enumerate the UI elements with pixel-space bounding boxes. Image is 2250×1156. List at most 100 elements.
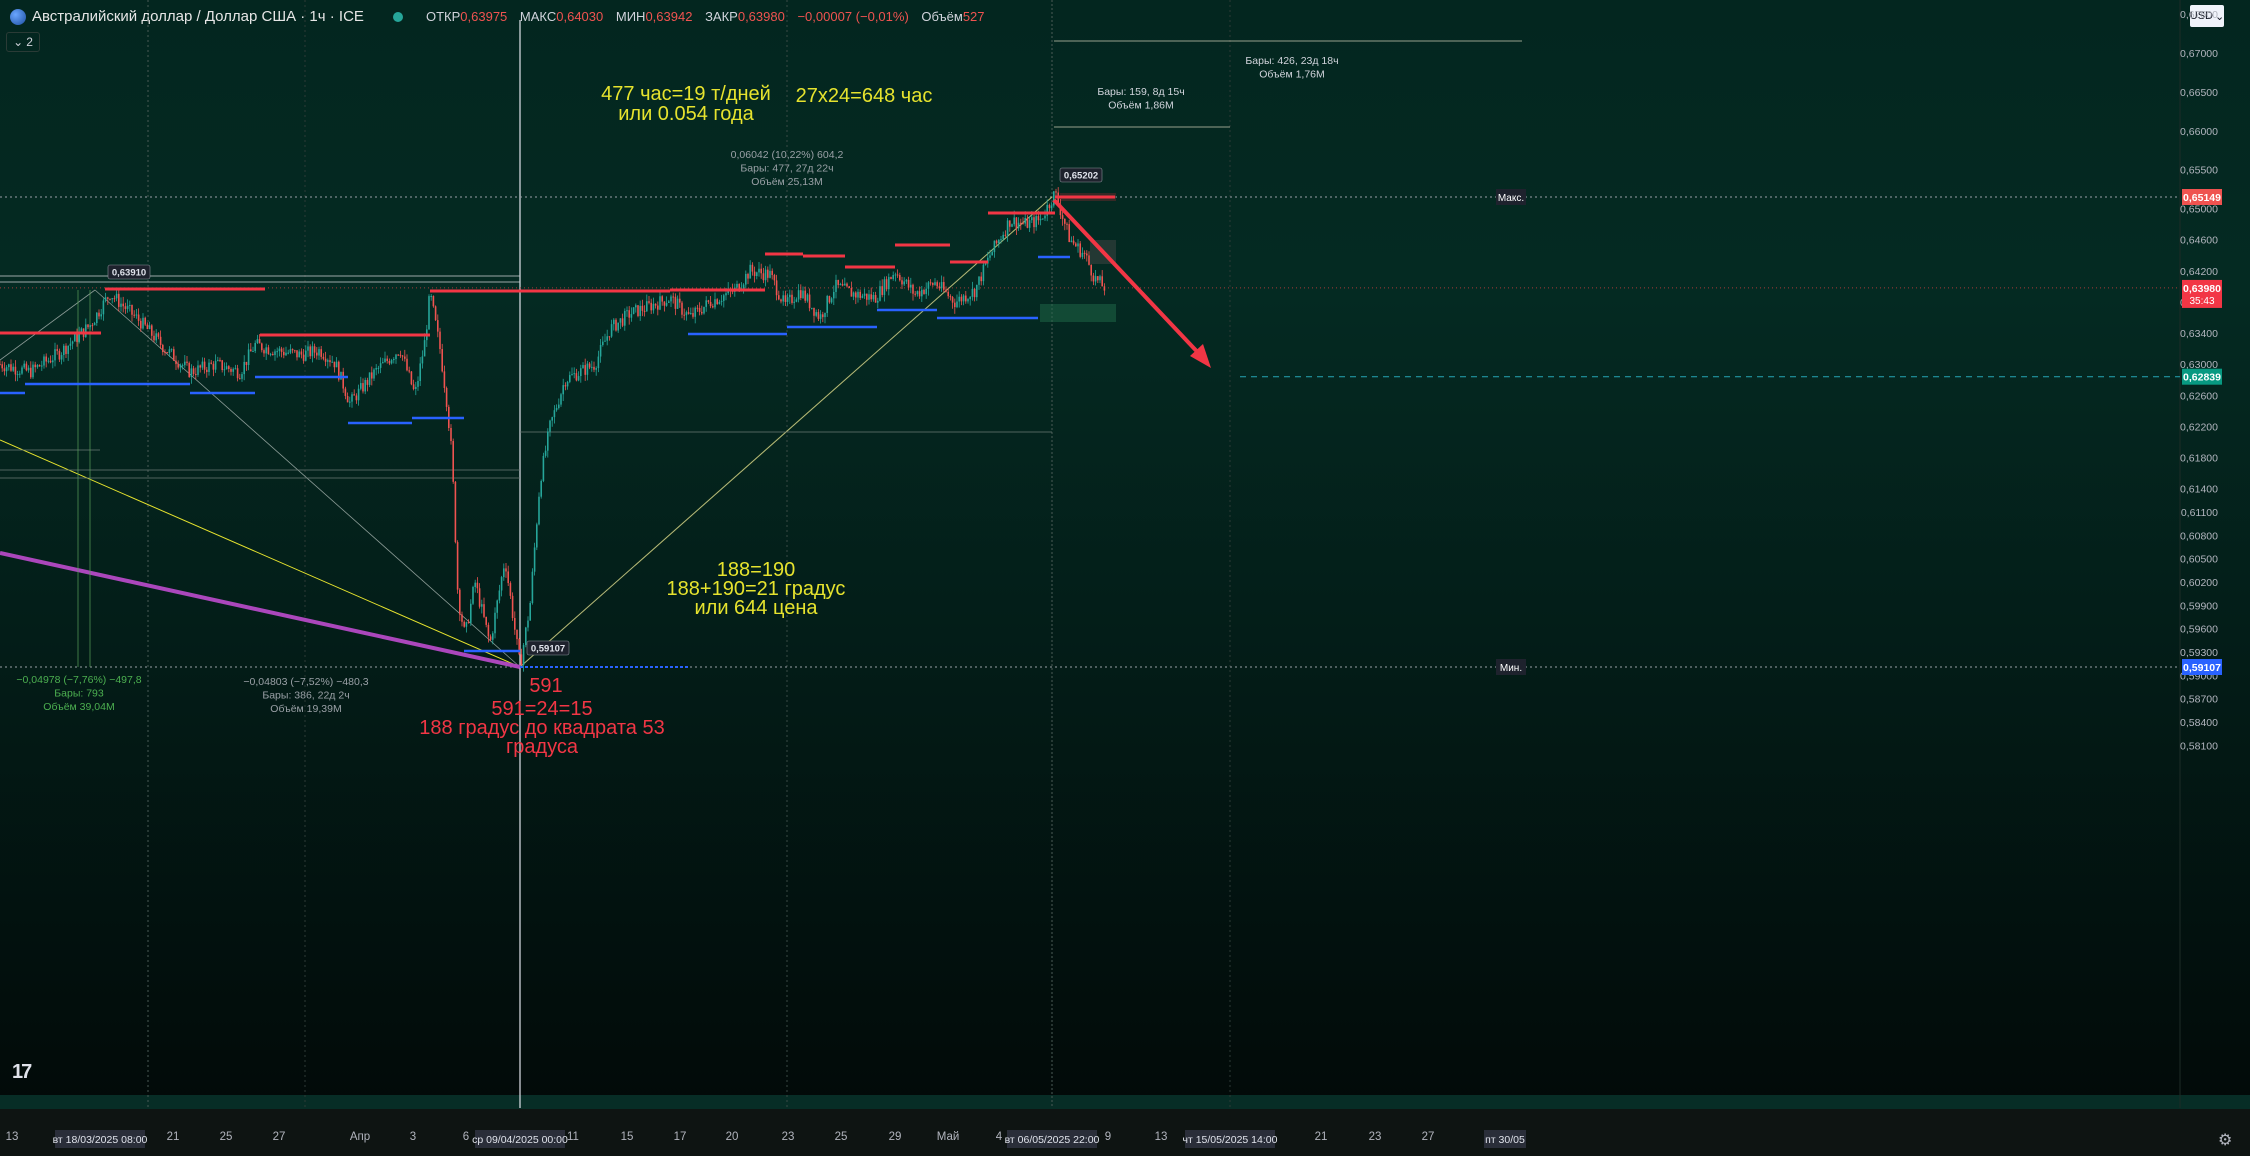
measure-label: Бары: 386, 22д 2ч <box>262 690 349 702</box>
symbol-title[interactable]: Австралийский доллар / Доллар США · 1ч ·… <box>32 8 364 25</box>
candle-body <box>107 297 109 299</box>
candle-body <box>181 365 184 367</box>
candle-body <box>1070 240 1073 242</box>
candle-body <box>410 371 413 385</box>
indicators-toggle-button[interactable]: ⌄ 2 <box>6 32 40 52</box>
candle-body <box>131 305 133 315</box>
time-tick-label: 11 <box>567 1131 579 1143</box>
market-status-icon[interactable] <box>393 12 403 22</box>
candle-body <box>861 295 864 298</box>
candle-body <box>1055 191 1057 193</box>
gear-icon[interactable]: ⚙ <box>2218 1132 2233 1149</box>
price-tick-label: 0,67500 <box>2180 9 2218 21</box>
min-price-label <box>2182 659 2222 675</box>
candle-body <box>837 279 839 285</box>
candle-body <box>863 293 866 296</box>
projection-arrow <box>1052 198 1207 362</box>
candle-body <box>52 360 54 363</box>
candle-body <box>951 297 954 303</box>
candle-body <box>140 320 142 329</box>
candle-body <box>1053 191 1055 206</box>
candle-body <box>30 367 32 378</box>
candle-body <box>804 290 806 301</box>
candle-body <box>738 283 740 291</box>
candle-body <box>437 320 439 332</box>
time-tick-label: 23 <box>782 1131 795 1143</box>
candle-body <box>934 282 936 285</box>
candle-body <box>696 307 699 309</box>
price-tick-label: 0,63400 <box>2180 328 2218 340</box>
candle-body <box>978 276 980 285</box>
candle-body <box>155 333 157 341</box>
price-tick-label: 0,59900 <box>2180 600 2218 612</box>
candle-body <box>1042 218 1044 220</box>
candle-body <box>652 303 655 311</box>
candle-body <box>287 352 289 354</box>
time-tick-label: 17 <box>674 1131 687 1143</box>
candle-body <box>355 395 358 401</box>
candle-body <box>408 370 410 372</box>
candle-body <box>12 366 14 371</box>
price-tick-label: 0,66500 <box>2180 87 2218 99</box>
candle-body <box>646 301 648 312</box>
candle-body <box>709 301 712 307</box>
candle-body <box>1031 217 1033 221</box>
candle-body <box>311 346 314 357</box>
candle-body <box>1013 217 1015 225</box>
candle-body <box>808 294 811 309</box>
candle-body <box>786 297 789 302</box>
chevron-down-icon: ⌄ <box>2215 10 2225 23</box>
candle-body <box>509 583 512 596</box>
candle-body <box>529 602 531 621</box>
candle-body <box>465 622 468 627</box>
candle-body <box>368 372 371 385</box>
candle-body <box>190 368 193 377</box>
candle-body <box>109 298 111 300</box>
candle-body <box>197 365 199 375</box>
candle-body <box>63 345 65 356</box>
price-tick-label: 0,58400 <box>2180 717 2218 729</box>
candle-body <box>373 369 375 379</box>
time-tick-label: 21 <box>167 1131 180 1143</box>
candle-body <box>797 290 800 300</box>
candle-body <box>921 289 923 297</box>
candle-body <box>859 291 861 298</box>
candle-body <box>351 394 353 402</box>
candle-body <box>102 300 105 315</box>
candle-body <box>663 301 666 306</box>
candle-body <box>1017 222 1020 229</box>
candle-body <box>718 301 721 305</box>
candle-body <box>113 298 116 300</box>
price-tick-label: 0,64600 <box>2180 235 2218 247</box>
candle-body <box>610 324 613 337</box>
candle-body <box>672 296 674 298</box>
candle-body <box>577 376 580 381</box>
price-tick-label: 0,58100 <box>2180 740 2218 752</box>
candle-body <box>896 274 899 276</box>
candle-body <box>912 284 914 294</box>
candle-body <box>817 312 820 319</box>
bottom-strip <box>0 1095 2250 1109</box>
candle-body <box>232 368 234 372</box>
candle-body <box>168 349 171 354</box>
candle-body <box>217 359 219 361</box>
candle-body <box>595 368 597 370</box>
candle-body <box>597 356 600 369</box>
time-tick-label: 13 <box>6 1131 19 1143</box>
last-price-label <box>2182 279 2222 308</box>
candle-body <box>14 366 17 375</box>
price-flag-text: 0,65202 <box>1064 171 1098 182</box>
currency-button[interactable]: USD ⌄ <box>2190 5 2224 27</box>
candle-body <box>685 312 688 316</box>
candle-body <box>518 639 520 655</box>
candle-body <box>918 291 921 297</box>
candle-body <box>885 279 888 290</box>
candle-body <box>536 524 538 548</box>
candle-body <box>813 307 815 316</box>
candle-body <box>870 294 872 300</box>
candle-body <box>450 427 452 442</box>
countdown-label: 35:43 <box>2189 296 2214 307</box>
candle-body <box>828 295 831 303</box>
annotation-text: градуса <box>506 736 579 758</box>
